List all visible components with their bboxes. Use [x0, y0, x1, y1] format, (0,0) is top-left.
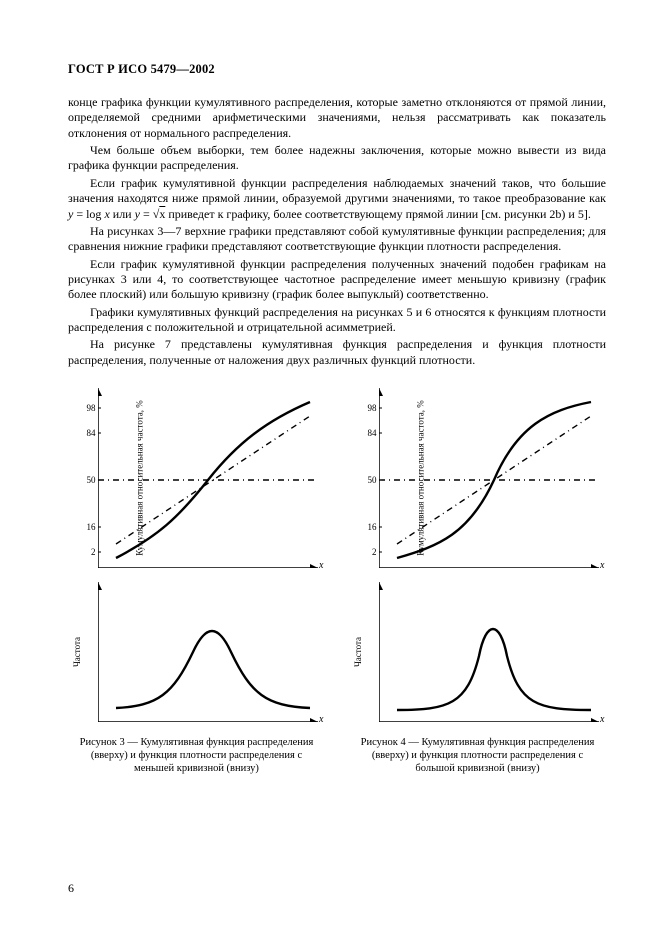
figure-3: Кумулятивная относительная частота, % 2 … [68, 388, 325, 775]
para-3: Если график кумулятивной функции распред… [68, 176, 606, 222]
ytick-2: 2 [91, 547, 96, 557]
fig4-bottom-ylabel: Частота [353, 637, 363, 667]
ytick-84: 84 [87, 428, 96, 438]
x-arrow-icon [310, 564, 318, 568]
para-7: На рисунке 7 представлены кумулятивная ф… [68, 337, 606, 368]
y-arrow-icon [98, 582, 102, 590]
fig3-bottom-chart: Частота x [72, 582, 322, 722]
x-arrow-icon [591, 564, 599, 568]
fig4-top-chart: Кумулятивная относительная частота, % 2 … [353, 388, 603, 568]
fig3-top-ylabel: Кумулятивная относительная частота, % [134, 400, 144, 555]
formula-1: y [68, 207, 73, 221]
y-arrow-icon [379, 388, 383, 396]
fig4-top-svg [379, 388, 599, 568]
y-arrow-icon [379, 582, 383, 590]
fig4-bottom-chart: Частота x [353, 582, 603, 722]
para-1: конце графика функции кумулятивного расп… [68, 95, 606, 141]
fig4-top-yticks: 2 16 50 84 98 [363, 388, 377, 568]
fig3-top-chart: Кумулятивная относительная частота, % 2 … [72, 388, 322, 568]
para-6: Графики кумулятивных функций распределен… [68, 305, 606, 336]
ytick-50: 50 [87, 475, 96, 485]
ytick-98: 98 [87, 403, 96, 413]
para-3b: приведет к графику, более соответствующе… [165, 207, 591, 221]
ytick-16: 16 [368, 522, 377, 532]
fig4-bottom-xlabel: x [600, 714, 604, 725]
x-arrow-icon [591, 718, 599, 722]
page: ГОСТ Р ИСО 5479—2002 конце графика функц… [0, 0, 661, 936]
fig4-bottom-curve [397, 629, 591, 710]
fig3-top-svg [98, 388, 318, 568]
formula-2: √x [153, 207, 166, 221]
para-2: Чем больше объем выборки, тем более наде… [68, 143, 606, 174]
fig3-top-xlabel: x [319, 560, 323, 571]
ytick-16: 16 [87, 522, 96, 532]
fig3-bottom-curve [116, 631, 310, 708]
fig3-caption: Рисунок 3 — Кумулятивная функция распред… [72, 736, 322, 775]
ytick-84: 84 [368, 428, 377, 438]
fig3-bottom-xlabel: x [319, 714, 323, 725]
para-4: На рисунках 3—7 верхние графики представ… [68, 224, 606, 255]
figure-4: Кумулятивная относительная частота, % 2 … [349, 388, 606, 775]
fig4-top-xlabel: x [600, 560, 604, 571]
fig3-top-yticks: 2 16 50 84 98 [82, 388, 96, 568]
x-arrow-icon [310, 718, 318, 722]
fig4-top-ylabel: Кумулятивная относительная частота, % [415, 400, 425, 555]
fig3-bottom-ylabel: Частота [72, 637, 82, 667]
ytick-98: 98 [368, 403, 377, 413]
fig4-bottom-svg [379, 582, 599, 722]
y-arrow-icon [98, 388, 102, 396]
ytick-50: 50 [368, 475, 377, 485]
fig3-bottom-svg [98, 582, 318, 722]
para-5: Если график кумулятивной функции распред… [68, 257, 606, 303]
fig4-caption: Рисунок 4 — Кумулятивная функция распред… [353, 736, 603, 775]
page-number: 6 [68, 881, 74, 896]
doc-header: ГОСТ Р ИСО 5479—2002 [68, 62, 606, 77]
ytick-2: 2 [372, 547, 377, 557]
figure-row: Кумулятивная относительная частота, % 2 … [68, 388, 606, 775]
para-3a: Если график кумулятивной функции распред… [68, 176, 606, 205]
